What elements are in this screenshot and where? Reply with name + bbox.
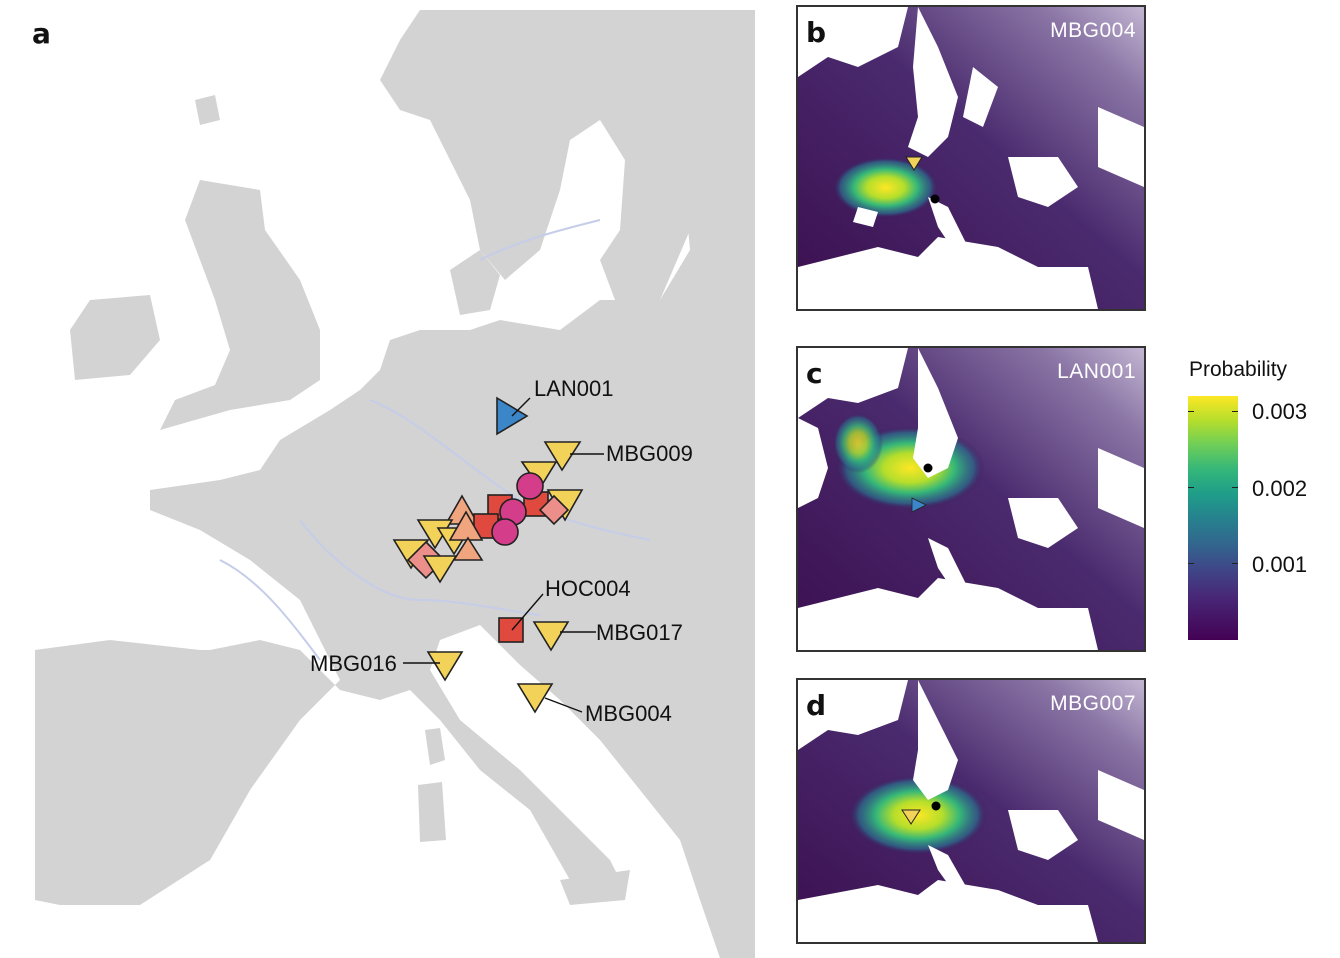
- colorbar-tick-label: 0.003: [1252, 399, 1308, 424]
- panel-c-sample-id: LAN001: [1057, 360, 1136, 383]
- colorbar-tick-label: 0.002: [1252, 476, 1308, 501]
- sea-mask-c: [798, 348, 1144, 650]
- colorbar-tick: [1232, 411, 1238, 412]
- panel-b-map: MBG004 b: [796, 5, 1146, 311]
- panel-d-map: MBG007 d: [796, 678, 1146, 944]
- colorbar-tick: [1232, 487, 1238, 488]
- panel-d-letter: d: [806, 689, 827, 722]
- colorbar-tick: [1232, 563, 1238, 564]
- panel-d-sample-id: MBG007: [1050, 692, 1136, 715]
- panel-c-map: LAN001 c: [796, 346, 1146, 652]
- panel-b-letter: b: [806, 16, 827, 49]
- colorbar-tick: [1188, 563, 1194, 564]
- panel-c-letter: c: [806, 357, 823, 390]
- panel-b-sample-id: MBG004: [1050, 19, 1136, 42]
- colorbar-tick-label: 0.001: [1252, 552, 1308, 577]
- sea-mask-b: [798, 7, 1144, 309]
- colorbar-tick: [1188, 487, 1194, 488]
- sea-mask-d: [798, 680, 1144, 942]
- panel-a-letter: a: [32, 17, 51, 50]
- land-layer: [35, 10, 755, 958]
- legend-title: Probability: [1189, 358, 1288, 381]
- europe-map: [35, 10, 755, 958]
- colorbar-tick: [1188, 411, 1194, 412]
- probability-colorbar: [1188, 396, 1238, 640]
